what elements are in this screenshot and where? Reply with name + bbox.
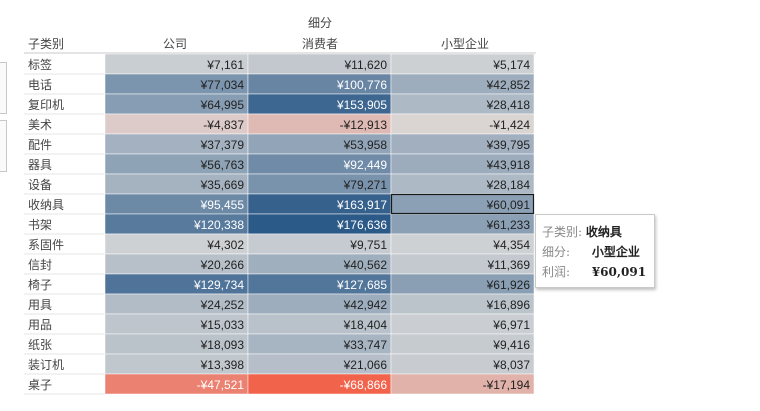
cell-value-label: ¥176,636 xyxy=(336,218,387,232)
panel-edge xyxy=(0,120,7,172)
column-header: 小型企业 xyxy=(441,36,489,51)
cell-value-label: ¥43,918 xyxy=(486,158,531,172)
cell-value-label: ¥56,763 xyxy=(200,158,245,172)
cell-value-label: ¥18,093 xyxy=(200,338,245,352)
row-label: 书架 xyxy=(28,218,52,232)
row-label: 系固件 xyxy=(28,238,64,252)
cell-value-label: -¥68,866 xyxy=(340,378,388,392)
tooltip-subcategory-key: 子类别: xyxy=(542,225,583,239)
cell-value-label: ¥120,338 xyxy=(193,218,244,232)
cell-value-label: ¥42,942 xyxy=(343,298,388,312)
cell-value-label: ¥5,174 xyxy=(492,58,530,72)
tooltip-profit-key: 利润: xyxy=(542,265,571,279)
tooltip-profit-value: ¥60,091 xyxy=(591,265,647,279)
row-label: 配件 xyxy=(28,138,52,152)
cell-value-label: ¥61,233 xyxy=(486,218,531,232)
cell-value-label: ¥127,685 xyxy=(336,278,387,292)
heatmap-cell[interactable] xyxy=(390,373,535,395)
cell-value-label: ¥61,926 xyxy=(486,278,531,292)
column-header: 消费者 xyxy=(302,37,338,51)
tooltip-segment-key: 细分: xyxy=(542,245,571,259)
cell-value-label: ¥28,184 xyxy=(486,178,531,192)
row-label: 用具 xyxy=(28,298,52,312)
cell-value-label: ¥11,369 xyxy=(487,258,531,272)
tooltip-subcategory-value: 收纳具 xyxy=(585,225,622,239)
row-header-label: 子类别 xyxy=(28,37,64,51)
tooltip-segment-value: 小型企业 xyxy=(591,245,640,259)
cell-value-label: ¥4,354 xyxy=(492,238,530,252)
cell-value-label: ¥8,037 xyxy=(492,358,530,372)
row-label: 电话 xyxy=(28,78,52,92)
row-label: 美术 xyxy=(28,118,52,132)
cell-value-label: ¥7,161 xyxy=(206,58,244,72)
cell-value-label: ¥163,917 xyxy=(336,198,387,212)
cell-value-label: ¥28,418 xyxy=(486,98,531,112)
cell-value-label: ¥79,271 xyxy=(343,178,388,192)
cell-value-label: -¥47,521 xyxy=(197,378,245,392)
cell-value-label: ¥33,747 xyxy=(343,338,388,352)
cell-value-label: -¥12,913 xyxy=(340,118,388,132)
cell-value-label: ¥53,958 xyxy=(343,138,388,152)
row-label: 椅子 xyxy=(28,278,52,292)
cell-value-label: ¥4,302 xyxy=(206,238,244,252)
heatmap-cells: ¥7,161 ¥11,620 ¥5,174 ¥77,034 ¥100,776 ¥42,85… xyxy=(104,53,535,395)
cell-value-label: ¥6,971 xyxy=(492,318,530,332)
row-label: 标签 xyxy=(28,57,52,72)
cell-value-label: ¥21,066 xyxy=(343,358,388,372)
column-headers: 公司 消费者 小型企业 xyxy=(163,36,489,51)
cell-value-label: ¥24,252 xyxy=(200,298,245,312)
tooltip-segment-row: 细分: 小型企业 xyxy=(542,242,648,262)
cell-value-label: ¥42,852 xyxy=(486,78,531,92)
cell-value-label: ¥77,034 xyxy=(200,78,245,92)
cell-value-label: ¥64,995 xyxy=(200,98,245,112)
column-header: 公司 xyxy=(163,37,187,51)
cell-value-label: ¥9,751 xyxy=(349,238,387,252)
cell-value-label: ¥92,449 xyxy=(343,158,388,172)
row-label: 用品 xyxy=(28,318,52,332)
cell-value-label: ¥153,905 xyxy=(336,98,387,112)
row-label: 设备 xyxy=(28,178,52,192)
cell-value-label: ¥20,266 xyxy=(200,258,245,272)
cell-value-label: ¥39,795 xyxy=(486,138,531,152)
cell-value-label: ¥100,776 xyxy=(336,78,387,92)
panel-edge xyxy=(0,62,7,114)
cell-value-label: ¥11,620 xyxy=(344,58,388,72)
cell-value-label: ¥16,896 xyxy=(486,298,531,312)
cell-value-label: ¥60,091 xyxy=(486,198,531,212)
tooltip-profit-row: 利润: ¥60,091 xyxy=(542,262,648,282)
tooltip: 子类别: 收纳具 细分: 小型企业 利润: ¥60,091 xyxy=(535,214,655,288)
cell-value-label: ¥15,033 xyxy=(200,318,245,332)
cell-value-label: ¥95,455 xyxy=(200,198,245,212)
row-label: 装订机 xyxy=(28,358,64,372)
row-label: 桌子 xyxy=(28,378,52,392)
cell-value-label: ¥13,398 xyxy=(200,358,245,372)
cell-value-label: ¥9,416 xyxy=(492,338,530,352)
cell-value-label: -¥1,424 xyxy=(489,118,530,132)
row-label: 复印机 xyxy=(28,98,64,112)
cell-value-label: -¥17,194 xyxy=(483,378,531,392)
row-label: 收纳具 xyxy=(28,198,64,212)
row-label: 信封 xyxy=(28,258,52,272)
cell-value-label: ¥37,379 xyxy=(200,138,245,152)
selected-cell-outline xyxy=(390,193,535,215)
row-label: 纸张 xyxy=(28,338,52,352)
column-group-label: 细分 xyxy=(308,16,332,30)
cell-value-label: ¥18,404 xyxy=(343,318,388,332)
cell-value-label: ¥129,734 xyxy=(193,278,244,292)
cell-value-label: ¥35,669 xyxy=(200,178,245,192)
cell-value-label: ¥40,562 xyxy=(343,258,388,272)
tooltip-subcategory-row: 子类别: 收纳具 xyxy=(542,222,648,242)
cell-value-label: -¥4,837 xyxy=(203,118,244,132)
row-label: 器具 xyxy=(28,158,52,172)
